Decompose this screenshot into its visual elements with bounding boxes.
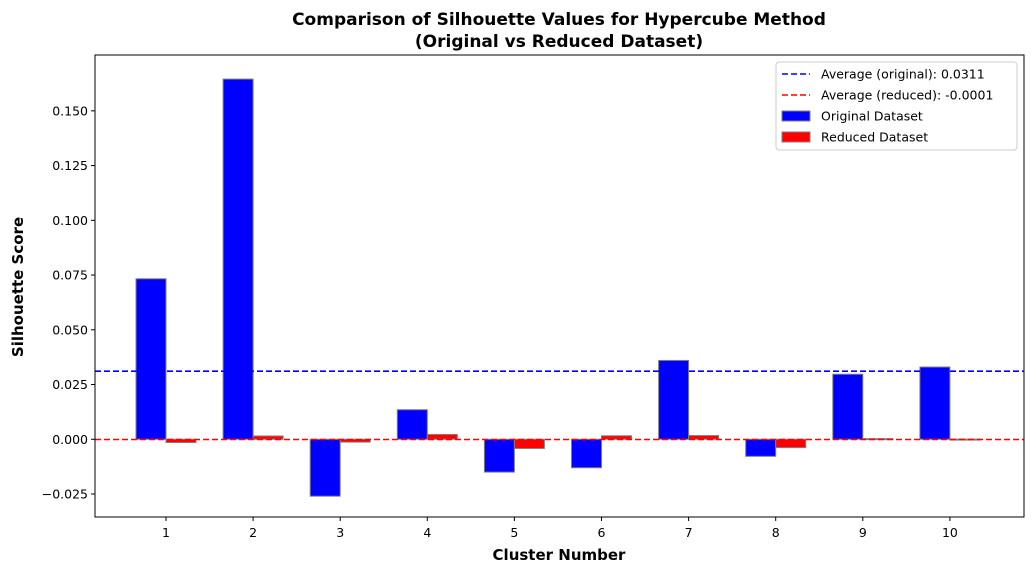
x-tick-label: 6 (598, 525, 606, 540)
x-axis-title: Cluster Number (493, 546, 626, 564)
legend-original-dataset-swatch (781, 110, 811, 122)
x-tick-label: 1 (162, 525, 170, 540)
y-tick-label: −0.025 (42, 487, 88, 502)
original-bar-1 (135, 278, 167, 440)
legend-reduced-dataset-label: Reduced Dataset (821, 130, 928, 145)
original-bar-2 (222, 78, 254, 440)
y-tick-label: 0.125 (52, 158, 88, 173)
reduced-bar-8 (775, 438, 807, 449)
y-tick-label: 0.050 (52, 322, 88, 337)
original-bar-10 (919, 366, 951, 440)
x-tick-label: 9 (859, 525, 867, 540)
legend-average-original-label: Average (original): 0.0311 (821, 67, 985, 82)
plot-area: −0.025 0.000 0.025 0.050 0.075 0.100 0.125 0.15… (42, 54, 1025, 540)
y-tick-label: 0.075 (52, 268, 88, 283)
chart-title-line-2: (Original vs Reduced Dataset) (415, 32, 703, 52)
x-tick-label: 3 (336, 525, 344, 540)
x-tick-label: 2 (249, 525, 257, 540)
original-bar-4 (396, 409, 428, 440)
reduced-bar-6 (601, 435, 632, 440)
original-bar-9 (832, 373, 864, 440)
legend-average-reduced-label: Average (reduced): -0.0001 (821, 88, 993, 103)
original-bar-6 (571, 438, 602, 469)
y-axis-title: Silhouette Score (9, 217, 27, 357)
y-tick-label: 0.025 (52, 377, 88, 392)
x-tick-label: 4 (423, 525, 431, 540)
original-bar-3 (309, 438, 341, 497)
legend-reduced-dataset-swatch (781, 131, 811, 143)
original-bar-7 (658, 359, 690, 440)
reduced-bar-5 (513, 438, 545, 449)
x-tick-label: 8 (772, 525, 780, 540)
reduced-bar-4 (426, 433, 458, 440)
legend-box (775, 61, 1018, 151)
axes-frame (94, 54, 1025, 518)
x-tick-label: 10 (942, 525, 958, 540)
chart-title-line-1: Comparison of Silhouette Values for Hype… (292, 10, 826, 30)
x-tick-label: 7 (685, 525, 693, 540)
original-bar-5 (483, 438, 515, 473)
legend-original-dataset-label: Original Dataset (821, 109, 923, 124)
y-tick-label: 0.100 (52, 213, 88, 228)
y-tick-label: 0.150 (52, 103, 88, 118)
original-bar-8 (745, 438, 777, 457)
y-tick-label: 0.000 (52, 432, 88, 447)
reduced-bar-3 (339, 438, 371, 443)
x-tick-label: 5 (510, 525, 518, 540)
